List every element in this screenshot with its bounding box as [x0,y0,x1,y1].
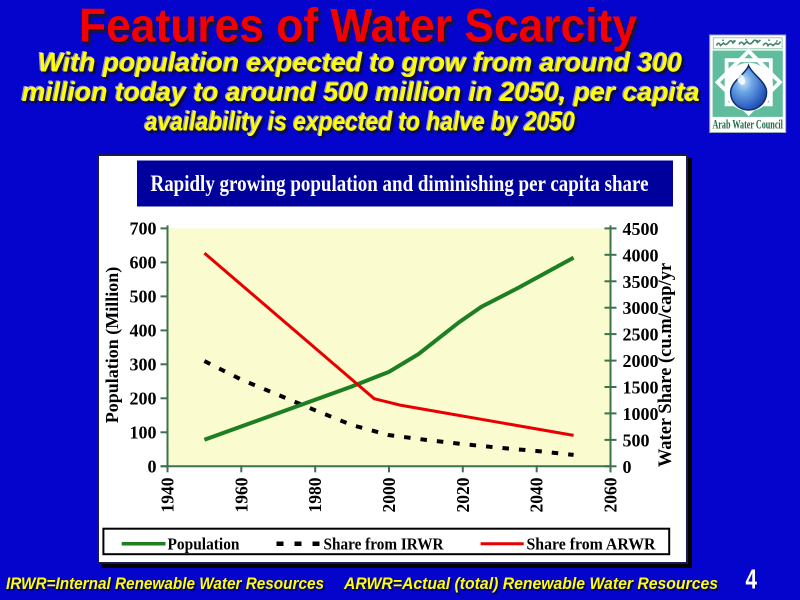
svg-text:Population (Million): Population (Million) [102,267,123,424]
svg-text:IRWR=Internal Renewable Water: IRWR=Internal Renewable Water Resources [8,576,326,595]
svg-text:Water Share (cu.m/cap/yr: Water Share (cu.m/cap/yr [656,263,676,467]
svg-text:Arab Water Council: Arab Water Council [712,117,783,132]
svg-text:500: 500 [623,430,650,450]
svg-text:1000: 1000 [623,404,659,424]
svg-text:2000: 2000 [623,351,659,371]
svg-text:availability is expected to ha: availability is expected to halve by 205… [144,105,574,135]
svg-text:1940: 1940 [158,477,178,512]
svg-text:2020: 2020 [453,477,473,512]
svg-text:500: 500 [130,286,157,306]
svg-text:4000: 4000 [623,245,659,265]
svg-text:3500: 3500 [623,272,659,292]
svg-text:Features of Water Scarcity: Features of Water Scarcity [82,1,640,54]
svg-text:0: 0 [623,457,632,477]
svg-text:2060: 2060 [601,477,621,512]
svg-text:2500: 2500 [623,325,659,345]
svg-text:400: 400 [130,320,157,340]
svg-text:Features of Water Scarcity: Features of Water Scarcity [79,0,637,51]
svg-text:Rapidly growing population and: Rapidly growing population and diminishi… [151,171,649,197]
svg-text:availability is expected to ha: availability is expected to halve by 205… [145,107,575,137]
svg-text:availability is expected to ha: availability is expected to halve by 205… [147,109,577,139]
svg-text:ARWR=Actual (total) Renewable: ARWR=Actual (total) Renewable Water Reso… [345,576,720,595]
svg-text:million today to around 500 mi: million today to around 500 million in 2… [22,77,700,107]
svg-text:million today to around 500 mi: million today to around 500 million in 2… [21,76,699,106]
svg-text:200: 200 [130,388,157,408]
svg-text:4: 4 [746,563,758,594]
svg-text:million today to around 500 mi: million today to around 500 million in 2… [24,80,702,110]
svg-text:With population expected to gr: With population expected to grow from ar… [40,50,684,80]
svg-text:700: 700 [130,218,157,238]
svg-text:ARWR=Actual (total) Renewable: ARWR=Actual (total) Renewable Water Reso… [343,574,718,593]
svg-text:2000: 2000 [379,477,399,512]
svg-text:With population expected to gr: With population expected to grow from ar… [38,48,682,78]
svg-text:600: 600 [130,252,157,272]
svg-text:1980: 1980 [305,477,325,512]
svg-text:Population: Population [168,535,240,554]
svg-text:1500: 1500 [623,378,659,398]
svg-text:3000: 3000 [623,298,659,318]
svg-text:4500: 4500 [623,219,659,239]
svg-text:0: 0 [148,456,157,476]
svg-text:IRWR=Internal Renewable Water: IRWR=Internal Renewable Water Resources [6,574,324,593]
svg-text:100: 100 [130,422,157,442]
svg-text:Share from IRWR: Share from IRWR [324,535,445,554]
svg-text:1960: 1960 [231,477,251,512]
svg-text:With population expected to gr: With population expected to grow from ar… [37,46,681,76]
svg-text:300: 300 [130,354,157,374]
svg-text:Share from ARWR: Share from ARWR [527,535,657,554]
svg-text:2040: 2040 [527,477,547,512]
